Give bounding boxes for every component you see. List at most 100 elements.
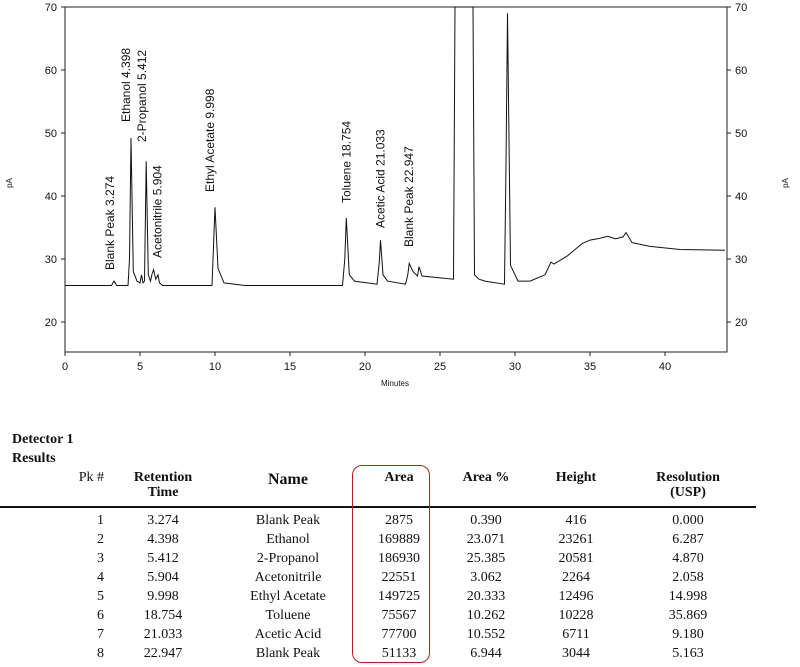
cell-area-pct: 10.262: [466, 608, 506, 623]
cell-resolution: 5.163: [672, 646, 704, 661]
y-tick-label-right: 60: [735, 65, 747, 77]
y-tick-label-right: 40: [735, 191, 747, 203]
cell-pk: 7: [97, 627, 104, 642]
results-table-body: 1 3.274 Blank Peak 2875 0.390 416 0.000 2 4.398 E…: [0, 511, 756, 663]
cell-height: 20581: [558, 551, 594, 566]
y-tick-label-right: 50: [735, 128, 747, 140]
x-tick-label: 5: [137, 361, 143, 373]
cell-area-pct: 6.944: [470, 646, 502, 661]
cell-area: 2875: [385, 513, 413, 528]
y-tick-label-left: 50: [45, 128, 57, 140]
peak-labels: Blank Peak 3.274 Ethanol 4.398 2-Propanol …: [103, 48, 416, 270]
cell-pk: 3: [97, 551, 104, 566]
cell-name: 2-Propanol: [256, 551, 320, 566]
table-row: 8 22.947 Blank Peak 51133 6.944 3044 5.163: [0, 644, 756, 663]
chromatogram-chart: 0 5 10 15 20 25 30 35 40 20 20 30 30 40 40 50 50 60 60 70 70…: [5, 2, 790, 388]
cell-area: 75567: [381, 608, 417, 623]
x-axis-title: Minutes: [381, 379, 409, 388]
cell-height: 2264: [562, 570, 590, 585]
cell-area: 149725: [378, 589, 420, 604]
cell-height: 10228: [558, 608, 594, 623]
x-tick-label: 25: [434, 361, 446, 373]
cell-retention-time: 9.998: [147, 589, 179, 604]
table-row: 3 5.412 2-Propanol 186930 25.385 20581 4.870: [0, 549, 756, 568]
plot-frame: [64, 6, 728, 353]
x-tick-label: 15: [284, 361, 296, 373]
x-tick-label: 10: [209, 361, 221, 373]
table-row: 4 5.904 Acetonitrile 22551 3.062 2264 2.058: [0, 568, 756, 587]
table-row: 7 21.033 Acetic Acid 77700 10.552 6711 9.180: [0, 625, 756, 644]
peak-label: Acetic Acid 21.033: [373, 129, 387, 228]
y-tick-label-left: 40: [45, 191, 57, 203]
y-axis-title-right: pA: [781, 177, 790, 187]
header-rule: [0, 506, 756, 511]
cell-resolution: 6.287: [672, 532, 704, 547]
cell-retention-time: 21.033: [143, 627, 183, 642]
cell-retention-time: 5.412: [147, 551, 179, 566]
cell-height: 3044: [562, 646, 590, 661]
col-header-resolution: Resolution (USP): [656, 470, 720, 500]
results-table: Pk # Retention Time Name Area Area % Heig…: [0, 470, 756, 663]
cell-area-pct: 25.385: [466, 551, 506, 566]
y-tick-label-right: 70: [735, 2, 747, 14]
peak-label: Blank Peak 3.274: [103, 176, 117, 270]
cell-retention-time: 4.398: [147, 532, 179, 547]
cell-pk: 6: [97, 608, 104, 623]
x-tick-label: 0: [62, 361, 68, 373]
cell-resolution: 4.870: [672, 551, 704, 566]
table-row: 1 3.274 Blank Peak 2875 0.390 416 0.000: [0, 511, 756, 530]
peak-label: Toluene 18.754: [339, 121, 353, 203]
cell-area-pct: 23.071: [466, 532, 506, 547]
cell-area-pct: 0.390: [470, 513, 502, 528]
peak-label: Ethyl Acetate 9.998: [203, 88, 217, 192]
peak-label: Blank Peak 22.947: [402, 146, 416, 247]
peak-label: 2-Propanol 5.412: [135, 50, 149, 142]
col-header-height: Height: [555, 470, 597, 485]
cell-retention-time: 22.947: [143, 646, 183, 661]
cell-area: 186930: [378, 551, 420, 566]
cell-name: Ethanol: [266, 532, 310, 547]
table-row: 6 18.754 Toluene 75567 10.262 10228 35.869: [0, 606, 756, 625]
x-tick-label: 20: [359, 361, 371, 373]
col-header-name: Name: [268, 471, 308, 488]
col-header-pk: Pk #: [78, 470, 104, 485]
cell-retention-time: 3.274: [147, 513, 179, 528]
cell-area: 77700: [381, 627, 417, 642]
y-tick-label-right: 30: [735, 254, 747, 266]
cell-resolution: 9.180: [672, 627, 704, 642]
detector-title: Detector 1: [12, 432, 74, 447]
chart-axes: [64, 6, 728, 353]
y-tick-label-left: 70: [45, 2, 57, 14]
x-tick-label: 35: [584, 361, 596, 373]
results-title: Results: [12, 451, 56, 466]
cell-area: 169889: [378, 532, 420, 547]
cell-area-pct: 10.552: [466, 627, 506, 642]
cell-resolution: 2.058: [672, 570, 704, 585]
cell-retention-time: 18.754: [143, 608, 183, 623]
cell-pk: 8: [97, 646, 104, 661]
cell-name: Blank Peak: [255, 513, 321, 528]
y-tick-label-left: 60: [45, 65, 57, 77]
cell-resolution: 14.998: [668, 589, 708, 604]
table-header-row: Pk # Retention Time Name Area Area % Heig…: [0, 470, 756, 507]
chromatogram-svg: 0 5 10 15 20 25 30 35 40 20 20 30 30 40 40 50 50 60 60 70 70…: [5, 2, 790, 388]
cell-resolution: 35.869: [668, 608, 708, 623]
cell-name: Acetonitrile: [254, 570, 322, 585]
peak-label: Acetonitrile 5.904: [151, 165, 165, 258]
cell-height: 416: [565, 513, 587, 528]
col-header-retention-time: Retention Time: [133, 470, 193, 500]
y-tick-label-left: 20: [45, 317, 57, 329]
cell-pk: 5: [97, 589, 104, 604]
table-row: 2 4.398 Ethanol 169889 23.071 23261 6.287: [0, 530, 756, 549]
cell-height: 12496: [558, 589, 594, 604]
cell-retention-time: 5.904: [147, 570, 179, 585]
col-header-area: Area: [384, 470, 414, 485]
y-axis-title-left: pA: [5, 177, 14, 187]
cell-pk: 1: [97, 513, 104, 528]
cell-pk: 2: [97, 532, 104, 547]
table-row: 5 9.998 Ethyl Acetate 149725 20.333 12496 14.9…: [0, 587, 756, 606]
peak-label: Ethanol 4.398: [119, 48, 133, 122]
y-tick-label-left: 30: [45, 254, 57, 266]
cell-resolution: 0.000: [672, 513, 704, 528]
cell-height: 23261: [558, 532, 594, 547]
